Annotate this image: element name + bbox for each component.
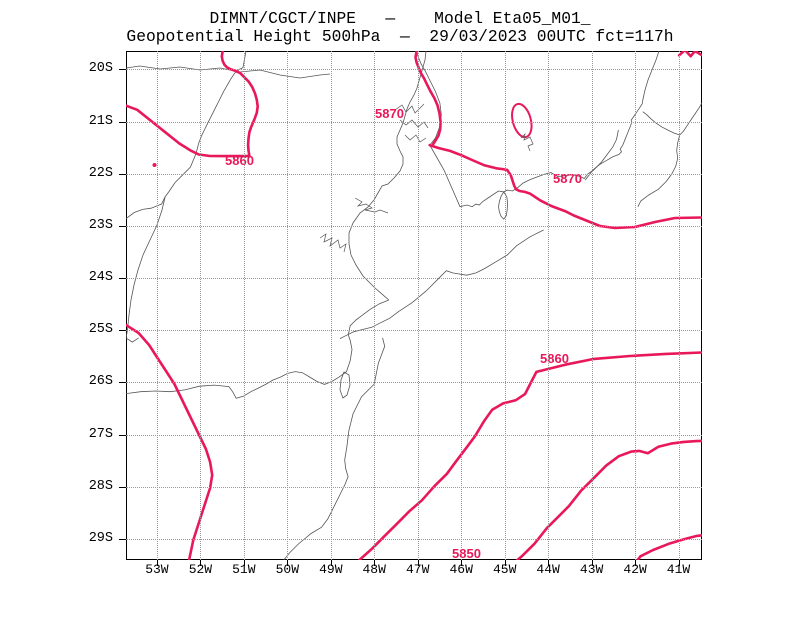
svg-text:5860: 5860: [225, 153, 254, 168]
svg-text:5870: 5870: [375, 106, 404, 121]
svg-text:5860: 5860: [540, 351, 569, 366]
svg-text:5850: 5850: [452, 546, 481, 561]
